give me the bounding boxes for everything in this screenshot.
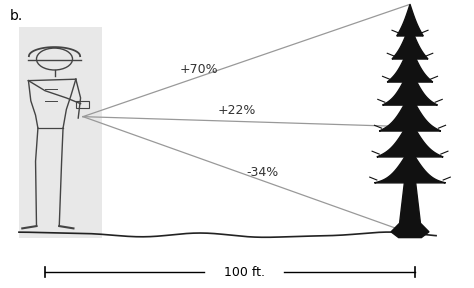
- Polygon shape: [383, 68, 438, 105]
- FancyBboxPatch shape: [19, 27, 102, 238]
- Text: -34%: -34%: [246, 166, 279, 179]
- Text: +70%: +70%: [180, 62, 219, 76]
- Text: b.: b.: [9, 9, 23, 23]
- Polygon shape: [391, 167, 429, 238]
- Polygon shape: [377, 120, 443, 157]
- Text: 100 ft.: 100 ft.: [224, 266, 264, 279]
- Polygon shape: [379, 94, 441, 131]
- Polygon shape: [374, 148, 446, 183]
- Polygon shape: [392, 24, 428, 59]
- Polygon shape: [387, 45, 433, 82]
- Polygon shape: [397, 4, 423, 36]
- Text: +22%: +22%: [218, 104, 256, 118]
